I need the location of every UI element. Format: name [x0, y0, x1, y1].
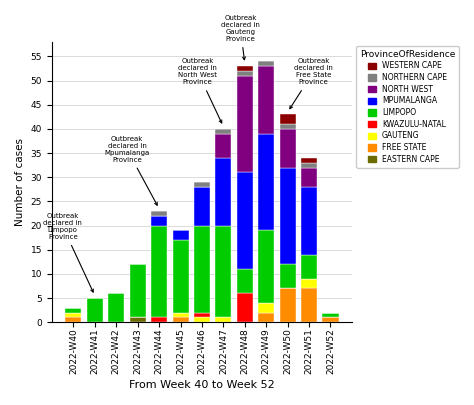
Bar [65, 313, 82, 318]
Bar [280, 288, 296, 322]
Bar [215, 318, 231, 322]
Bar [258, 66, 274, 134]
Bar [301, 288, 317, 322]
Text: Outbreak
declared in
North West
Province: Outbreak declared in North West Province [178, 58, 222, 123]
Bar [130, 318, 146, 322]
Text: Outbreak
declared in
Limpopo
Province: Outbreak declared in Limpopo Province [43, 213, 93, 292]
Bar [173, 240, 189, 313]
Bar [258, 230, 274, 303]
Bar [173, 313, 189, 318]
Bar [215, 158, 231, 226]
Bar [280, 115, 296, 124]
Bar [173, 230, 189, 240]
Bar [194, 226, 210, 313]
Text: Outbreak
declared in
Mpumalanga
Province: Outbreak declared in Mpumalanga Province [104, 136, 157, 205]
Bar [108, 293, 124, 322]
Bar [237, 76, 253, 173]
Bar [280, 168, 296, 264]
Bar [322, 318, 338, 322]
Bar [322, 313, 338, 318]
Bar [237, 293, 253, 322]
Bar [215, 134, 231, 158]
Bar [258, 313, 274, 322]
Bar [301, 163, 317, 168]
Bar [280, 264, 296, 288]
Bar [65, 318, 82, 322]
Bar [151, 216, 167, 226]
Bar [258, 134, 274, 230]
Text: Outbreak
declared in
Gauteng
Province: Outbreak declared in Gauteng Province [221, 15, 260, 60]
Bar [87, 298, 103, 322]
Bar [301, 255, 317, 279]
Bar [151, 226, 167, 318]
Bar [194, 318, 210, 322]
X-axis label: From Week 40 to Week 52: From Week 40 to Week 52 [129, 380, 275, 390]
Bar [258, 303, 274, 313]
Bar [301, 279, 317, 288]
Bar [194, 187, 210, 226]
Text: Outbreak
declared in
Free State
Province: Outbreak declared in Free State Province [290, 58, 333, 109]
Bar [130, 264, 146, 318]
Y-axis label: Number of cases: Number of cases [15, 138, 25, 226]
Bar [301, 187, 317, 255]
Bar [65, 308, 82, 313]
Bar [151, 211, 167, 216]
Bar [237, 173, 253, 269]
Bar [237, 71, 253, 76]
Bar [258, 61, 274, 66]
Bar [215, 226, 231, 318]
Legend: WESTERN CAPE, NORTHERN CAPE, NORTH WEST, MPUMALANGA, LIMPOPO, KWAZULU-NATAL, GAU: WESTERN CAPE, NORTHERN CAPE, NORTH WEST,… [356, 46, 459, 168]
Bar [194, 313, 210, 318]
Bar [194, 182, 210, 187]
Bar [237, 269, 253, 293]
Bar [280, 129, 296, 168]
Bar [173, 318, 189, 322]
Bar [301, 168, 317, 187]
Bar [280, 124, 296, 129]
Bar [151, 318, 167, 322]
Bar [215, 129, 231, 134]
Bar [237, 66, 253, 71]
Bar [301, 158, 317, 163]
